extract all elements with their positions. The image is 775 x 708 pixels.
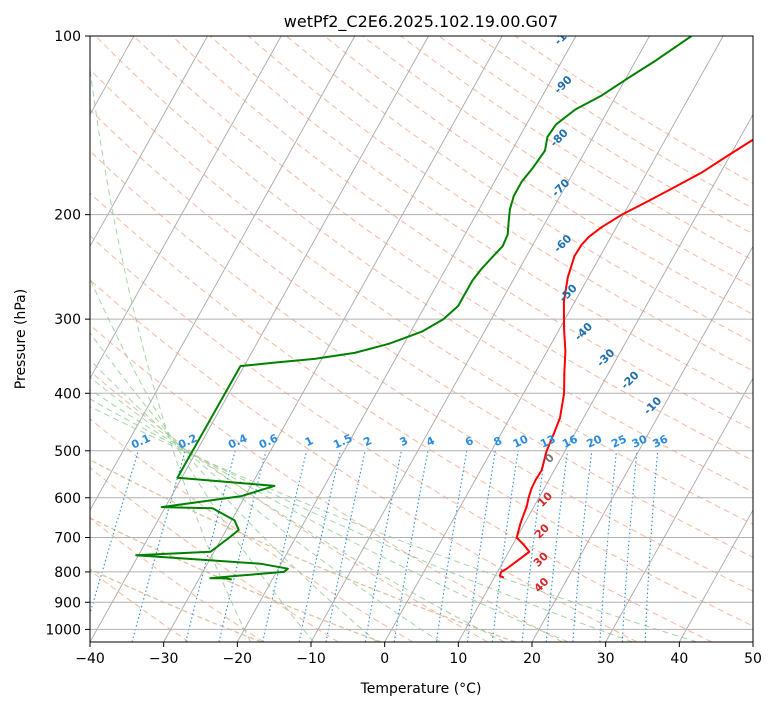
dry-adiabat-line (95, 36, 753, 493)
dry-adiabat-line (90, 279, 638, 642)
moist-adiabat-line (90, 331, 378, 642)
y-axis: 100 200 300 400 500 600 700 800 900 1000 (45, 29, 90, 638)
x-tick-label: 10 (449, 651, 467, 667)
isotherm-line (678, 509, 753, 642)
dry-adiabat-line (90, 467, 339, 642)
dry-adiabat-line (90, 517, 264, 642)
pressure-gridlines (90, 36, 753, 630)
y-tick-label: 400 (54, 386, 81, 402)
temperature-line (498, 138, 753, 579)
mixing-ratio-label: 13 (538, 432, 557, 450)
dewpoint-line (135, 36, 693, 581)
x-axis-label: Temperature (°C) (360, 681, 482, 697)
mixing-ratio-line (599, 450, 618, 642)
mixing-ratio-label: 30 (630, 432, 650, 450)
x-tick-label: 20 (523, 651, 541, 667)
mixing-ratio-line (262, 450, 308, 642)
x-tick-label: 40 (670, 651, 688, 667)
isotherms (0, 36, 753, 642)
dry-adiabat-line (362, 36, 753, 288)
x-tick-label: −10 (296, 651, 326, 667)
dry-adiabat-line (90, 324, 563, 642)
mixing-ratio-line (545, 450, 569, 642)
mixing-ratio-line (572, 450, 593, 642)
theta-e-line (90, 517, 382, 642)
dry-adiabat-line (90, 109, 753, 558)
x-axis: −40 −30 −20 −10 0 10 20 30 40 50 (75, 642, 762, 667)
moist-adiabat-line (90, 277, 314, 642)
dry-adiabat-line (247, 36, 753, 372)
mixing-ratio-line (298, 450, 341, 642)
plot-background (90, 36, 753, 642)
profiles (135, 36, 753, 581)
mixing-ratio-label: 10 (511, 432, 531, 450)
mixing-ratio-label: 36 (651, 432, 671, 450)
dry-adiabat-label: -100 (552, 19, 581, 48)
y-tick-label: 500 (54, 444, 81, 460)
mixing-ratio-label: 20 (585, 432, 605, 450)
dry-adiabat-line (90, 569, 190, 642)
mixing-ratio-label: 16 (560, 432, 580, 450)
dry-adiabat-line (90, 370, 488, 642)
mixing-ratio-line (644, 450, 659, 642)
moist-adiabat-line (90, 398, 633, 642)
y-tick-label: 1000 (45, 622, 81, 638)
dry-adiabat-line (285, 36, 753, 343)
isotherm-line (310, 36, 650, 642)
isotherm-line (90, 36, 429, 642)
dry-adiabat-line (90, 150, 753, 592)
x-tick-label: 30 (597, 651, 615, 667)
dry-adiabat-line (209, 36, 753, 401)
plot-area: -100-90-80-70-60-50-40-30-20-100.1 0.2 0.4… (0, 19, 753, 642)
theta-e-lines (90, 459, 516, 642)
y-tick-label: 600 (54, 491, 81, 507)
moist-adiabats (90, 65, 698, 642)
y-tick-label: 300 (54, 312, 81, 328)
mixing-ratio-line (491, 450, 519, 642)
moist-adiabat-line (90, 388, 569, 642)
x-tick-label: −20 (223, 651, 253, 667)
mixing-ratio-line (521, 450, 546, 642)
mixing-ratio-line (621, 450, 638, 642)
dry-adiabat-line (90, 68, 753, 525)
x-tick-label: 0 (380, 651, 389, 667)
chart-title: wetPf2_C2E6.2025.102.19.00.G07 (284, 12, 558, 32)
dry-adiabat-line (90, 192, 753, 627)
moist-adiabat-line (90, 359, 441, 642)
mixing-ratio-label: 25 (609, 433, 628, 451)
isotherm-line (752, 641, 753, 642)
mixing-ratio-line (185, 450, 236, 642)
mixing-ratio-line (218, 450, 267, 642)
isotherm-line (384, 36, 724, 642)
y-tick-label: 100 (54, 29, 81, 45)
moist-adiabat-line (90, 65, 251, 642)
theta-e-line (90, 459, 516, 642)
mixing-ratio-line (90, 450, 139, 616)
dry-adiabats (90, 36, 753, 642)
isotherm-line (605, 377, 753, 642)
y-tick-label: 800 (54, 565, 81, 581)
plot-frame (89, 35, 754, 643)
isotherm-line (531, 245, 753, 642)
y-tick-label: 900 (54, 595, 81, 611)
isotherm-line (163, 36, 503, 642)
x-tick-label: −40 (75, 651, 105, 667)
dry-adiabat-line (90, 235, 712, 642)
isotherm-line (90, 36, 208, 248)
isotherm-line (90, 36, 356, 512)
isotherm-line (90, 36, 282, 380)
mixing-ratio-line (466, 450, 496, 642)
y-tick-label: 200 (54, 208, 81, 224)
isotherm-line (457, 113, 753, 642)
y-tick-label: 700 (54, 531, 81, 547)
y-axis-label: Pressure (hPa) (13, 289, 29, 389)
x-tick-label: 50 (744, 651, 762, 667)
x-tick-label: −30 (149, 651, 179, 667)
isotherm-line (0, 36, 60, 642)
isotherm-line (236, 36, 577, 642)
